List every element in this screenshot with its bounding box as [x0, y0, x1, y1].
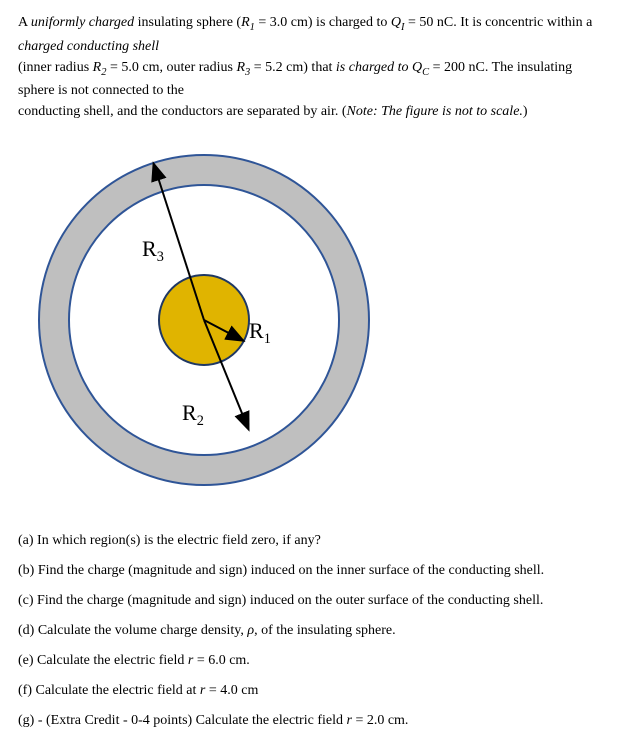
- text: = 4.0 cm: [205, 683, 258, 698]
- text: = 50 nC. It is concentric within a: [404, 15, 592, 30]
- question-b: (b) Find the charge (magnitude and sign)…: [18, 563, 607, 579]
- var-R2: R: [93, 60, 102, 75]
- question-e: (e) Calculate the electric field r = 6.0…: [18, 653, 607, 669]
- text: , of the insulating sphere.: [254, 623, 396, 638]
- sphere-diagram: R3R1R2: [24, 140, 384, 500]
- text: (g) - (Extra Credit - 0-4 points) Calcul…: [18, 713, 346, 728]
- text: conducting shell, and the conductors are…: [18, 104, 347, 119]
- text: A: [18, 15, 31, 30]
- var-R1: R: [241, 15, 250, 30]
- question-a: (a) In which region(s) is the electric f…: [18, 533, 607, 549]
- text: (e) Calculate the electric field: [18, 653, 188, 668]
- text: insulating sphere (: [134, 15, 241, 30]
- text-italic: is charged to Q: [336, 60, 422, 75]
- figure: R3R1R2: [24, 140, 607, 505]
- text: (inner radius: [18, 60, 93, 75]
- question-g: (g) - (Extra Credit - 0-4 points) Calcul…: [18, 713, 607, 729]
- question-d: (d) Calculate the volume charge density,…: [18, 623, 607, 639]
- text: (d) Calculate the volume charge density,: [18, 623, 247, 638]
- var-QI: Q: [391, 15, 401, 30]
- text: ): [523, 104, 528, 119]
- text: = 2.0 cm.: [352, 713, 409, 728]
- question-f: (f) Calculate the electric field at r = …: [18, 683, 607, 699]
- text: = 3.0 cm) is charged to: [255, 15, 391, 30]
- questions-block: (a) In which region(s) is the electric f…: [18, 533, 607, 729]
- text: (f) Calculate the electric field at: [18, 683, 200, 698]
- text-italic: uniformly charged: [31, 15, 134, 30]
- text: = 6.0 cm.: [193, 653, 250, 668]
- note-italic: Note: The figure is not to scale.: [347, 104, 523, 119]
- text-italic: charged conducting shell: [18, 39, 159, 54]
- text: = 5.2 cm) that: [250, 60, 336, 75]
- var-R3: R: [236, 60, 245, 75]
- question-c: (c) Find the charge (magnitude and sign)…: [18, 593, 607, 609]
- problem-statement: A uniformly charged insulating sphere (R…: [18, 12, 607, 122]
- text: = 5.0 cm, outer radius: [106, 60, 236, 75]
